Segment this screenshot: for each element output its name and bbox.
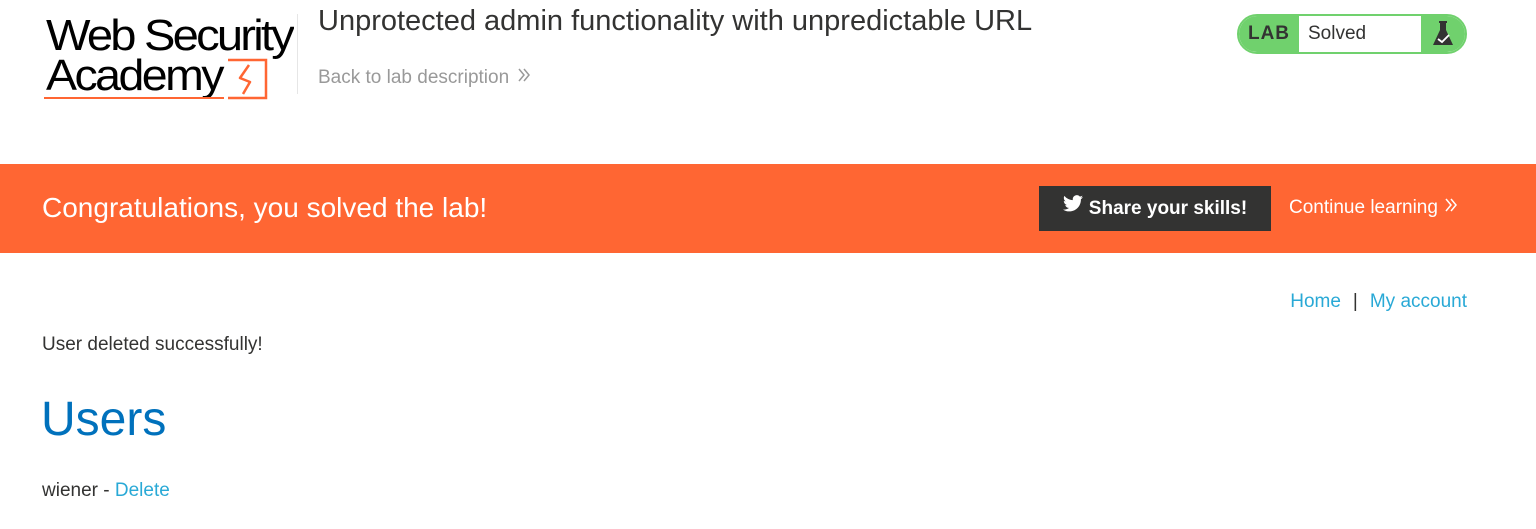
- nav-home-link[interactable]: Home: [1290, 291, 1341, 312]
- status-message: User deleted successfully!: [42, 334, 263, 355]
- back-to-lab-description-link[interactable]: Back to lab description: [318, 67, 531, 89]
- logo-bracket-icon: [228, 58, 268, 100]
- logo-line2: Academy: [46, 51, 225, 100]
- user-separator: -: [97, 480, 115, 501]
- user-name: wiener: [42, 480, 98, 501]
- double-chevron-right-icon: [517, 67, 531, 89]
- logo-divider: [297, 14, 298, 94]
- continue-learning-link[interactable]: Continue learning: [1289, 197, 1458, 219]
- solved-banner: Congratulations, you solved the lab! Sha…: [0, 164, 1536, 253]
- page-title: Users: [41, 393, 167, 446]
- lab-title: Unprotected admin functionality with unp…: [318, 5, 1033, 37]
- delete-user-link[interactable]: Delete: [114, 480, 170, 501]
- nav-separator: |: [1352, 291, 1358, 312]
- flask-icon: [1421, 16, 1465, 52]
- congratulations-message: Congratulations, you solved the lab!: [42, 192, 488, 223]
- lab-label: LAB: [1239, 16, 1299, 52]
- share-button-label: Share your skills!: [1088, 198, 1248, 219]
- twitter-icon: [1062, 184, 1083, 229]
- logo-line1: Web Security: [46, 11, 294, 60]
- nav-my-account-link[interactable]: My account: [1369, 291, 1467, 312]
- web-security-academy-logo[interactable]: Web Security Academy: [44, 10, 294, 102]
- share-your-skills-button[interactable]: Share your skills!: [1039, 186, 1271, 231]
- back-link-label: Back to lab description: [318, 67, 510, 89]
- lab-status-text: Solved: [1308, 23, 1367, 44]
- site-header: Web Security Academy Unprotected admin f…: [0, 0, 1536, 164]
- logo-lightning-icon: [238, 64, 252, 95]
- account-nav: Home | My account: [1290, 291, 1467, 313]
- list-item: wiener - Delete: [42, 480, 170, 502]
- lab-status-badge: LAB Solved: [1237, 14, 1467, 54]
- double-chevron-right-icon: [1444, 197, 1458, 219]
- continue-learning-label: Continue learning: [1289, 197, 1438, 219]
